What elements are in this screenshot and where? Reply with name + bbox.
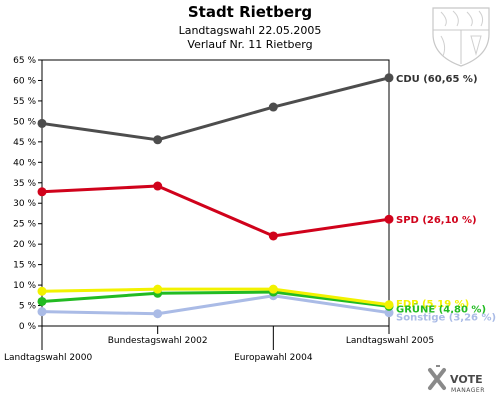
series-line-fdp	[41, 287, 390, 307]
y-tick-label: 5 %	[19, 302, 37, 312]
data-point-fdp	[268, 284, 278, 294]
series-line-grüne	[41, 290, 390, 308]
y-tick-label: 20 %	[13, 240, 36, 250]
y-tick-label: 25 %	[13, 220, 36, 230]
chart-subtitle-course: Verlauf Nr. 11 Rietberg	[187, 38, 312, 51]
data-point-sonstige	[384, 308, 394, 318]
data-point-fdp	[153, 284, 163, 294]
data-point-cdu	[268, 102, 278, 112]
logo-sub-text: MANAGER	[451, 387, 485, 394]
series-line-cdu	[41, 76, 390, 142]
series-line-sonstige	[41, 294, 390, 316]
data-point-cdu	[37, 118, 47, 128]
x-category-label: Landtagswahl 2005	[346, 336, 434, 346]
plot-area	[41, 59, 390, 327]
data-point-grüne	[37, 296, 47, 306]
y-tick-label: 45 %	[13, 138, 36, 148]
chart-subtitle-date: Landtagswahl 22.05.2005	[179, 24, 322, 37]
data-point-fdp	[37, 286, 47, 296]
series-end-label: CDU (60,65 %)	[396, 74, 478, 85]
x-axis: Landtagswahl 2000 Bundestagswahl 2002 Euro…	[4, 326, 434, 363]
y-tick-label: 0 %	[19, 322, 37, 332]
x-category-label: Europawahl 2004	[234, 353, 313, 363]
data-point-spd	[268, 231, 278, 241]
series-line-spd	[41, 184, 390, 238]
y-tick-label: 35 %	[13, 179, 36, 189]
series-labels: CDU (60,65 %) SPD (26,10 %) FDP (5,19 %)GR…	[396, 74, 496, 324]
coat-of-arms-icon	[432, 7, 490, 67]
data-point-fdp	[384, 300, 394, 310]
y-tick-label: 50 %	[13, 117, 36, 127]
y-tick-label: 60 %	[13, 76, 36, 86]
ballot-x-icon	[428, 365, 446, 390]
vote-manager-logo: VOTE MANAGER	[428, 365, 485, 394]
chart-title: Stadt Rietberg	[188, 3, 312, 21]
series-end-label: GRÜNE (4,80 %)	[396, 301, 486, 315]
y-tick-label: 15 %	[13, 261, 36, 271]
y-tick-label: 65 %	[13, 56, 36, 66]
y-tick-label: 55 %	[13, 97, 36, 107]
series-layer	[37, 73, 394, 319]
series-end-label: SPD (26,10 %)	[396, 215, 477, 226]
data-point-spd	[384, 214, 394, 224]
x-category-label: Landtagswahl 2000	[4, 353, 93, 363]
y-tick-label: 40 %	[13, 158, 36, 168]
data-point-cdu	[153, 135, 163, 145]
data-point-spd	[153, 181, 163, 191]
series-end-label: FDP (5,19 %)	[396, 299, 469, 310]
x-category-label: Bundestagswahl 2002	[108, 336, 208, 346]
y-axis: 0 % 5 % 10 % 15 % 20 % 25 % 30 % 35 % 40 % 45 % 50…	[13, 56, 42, 332]
logo-main-text: VOTE	[450, 373, 483, 386]
data-point-sonstige	[37, 307, 47, 317]
data-point-sonstige	[153, 309, 163, 319]
y-tick-label: 10 %	[13, 281, 36, 291]
series-end-label: Sonstige (3,26 %)	[396, 313, 496, 324]
data-point-cdu	[384, 73, 394, 83]
data-point-spd	[37, 187, 47, 197]
y-tick-label: 30 %	[13, 199, 36, 209]
